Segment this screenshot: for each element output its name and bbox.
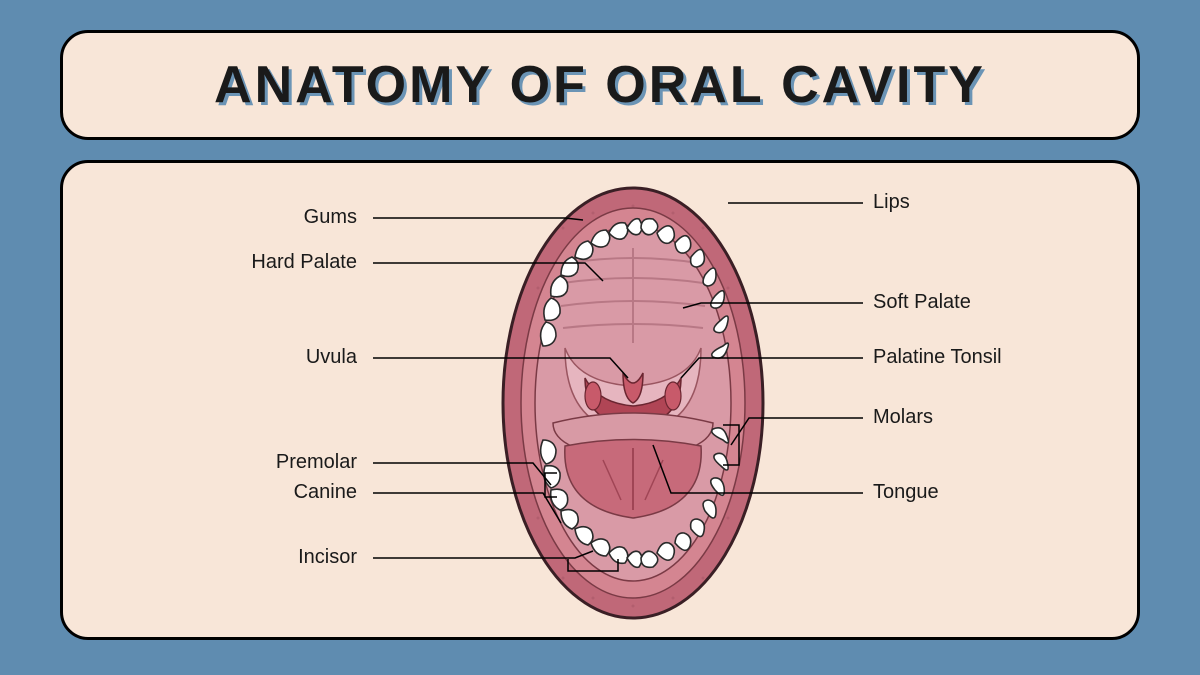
label-tongue: Tongue	[873, 481, 939, 504]
label-incisor: Incisor	[298, 546, 357, 569]
label-premolar: Premolar	[276, 451, 357, 474]
label-uvula: Uvula	[306, 346, 357, 369]
oral-cavity-illustration	[493, 178, 773, 628]
label-molars: Molars	[873, 406, 933, 429]
label-lips: Lips	[873, 191, 910, 214]
label-soft-palate: Soft Palate	[873, 291, 971, 314]
page-title: ANATOMY OF ORAL CAVITY	[214, 55, 986, 115]
label-hard-palate: Hard Palate	[251, 251, 357, 274]
label-gums: Gums	[304, 206, 357, 229]
label-palatine-tonsil: Palatine Tonsil	[873, 346, 1002, 369]
label-canine: Canine	[294, 481, 357, 504]
title-panel: ANATOMY OF ORAL CAVITY	[60, 30, 1140, 140]
diagram-panel: Gums Hard Palate Uvula Premolar Canine Inciso…	[60, 160, 1140, 640]
